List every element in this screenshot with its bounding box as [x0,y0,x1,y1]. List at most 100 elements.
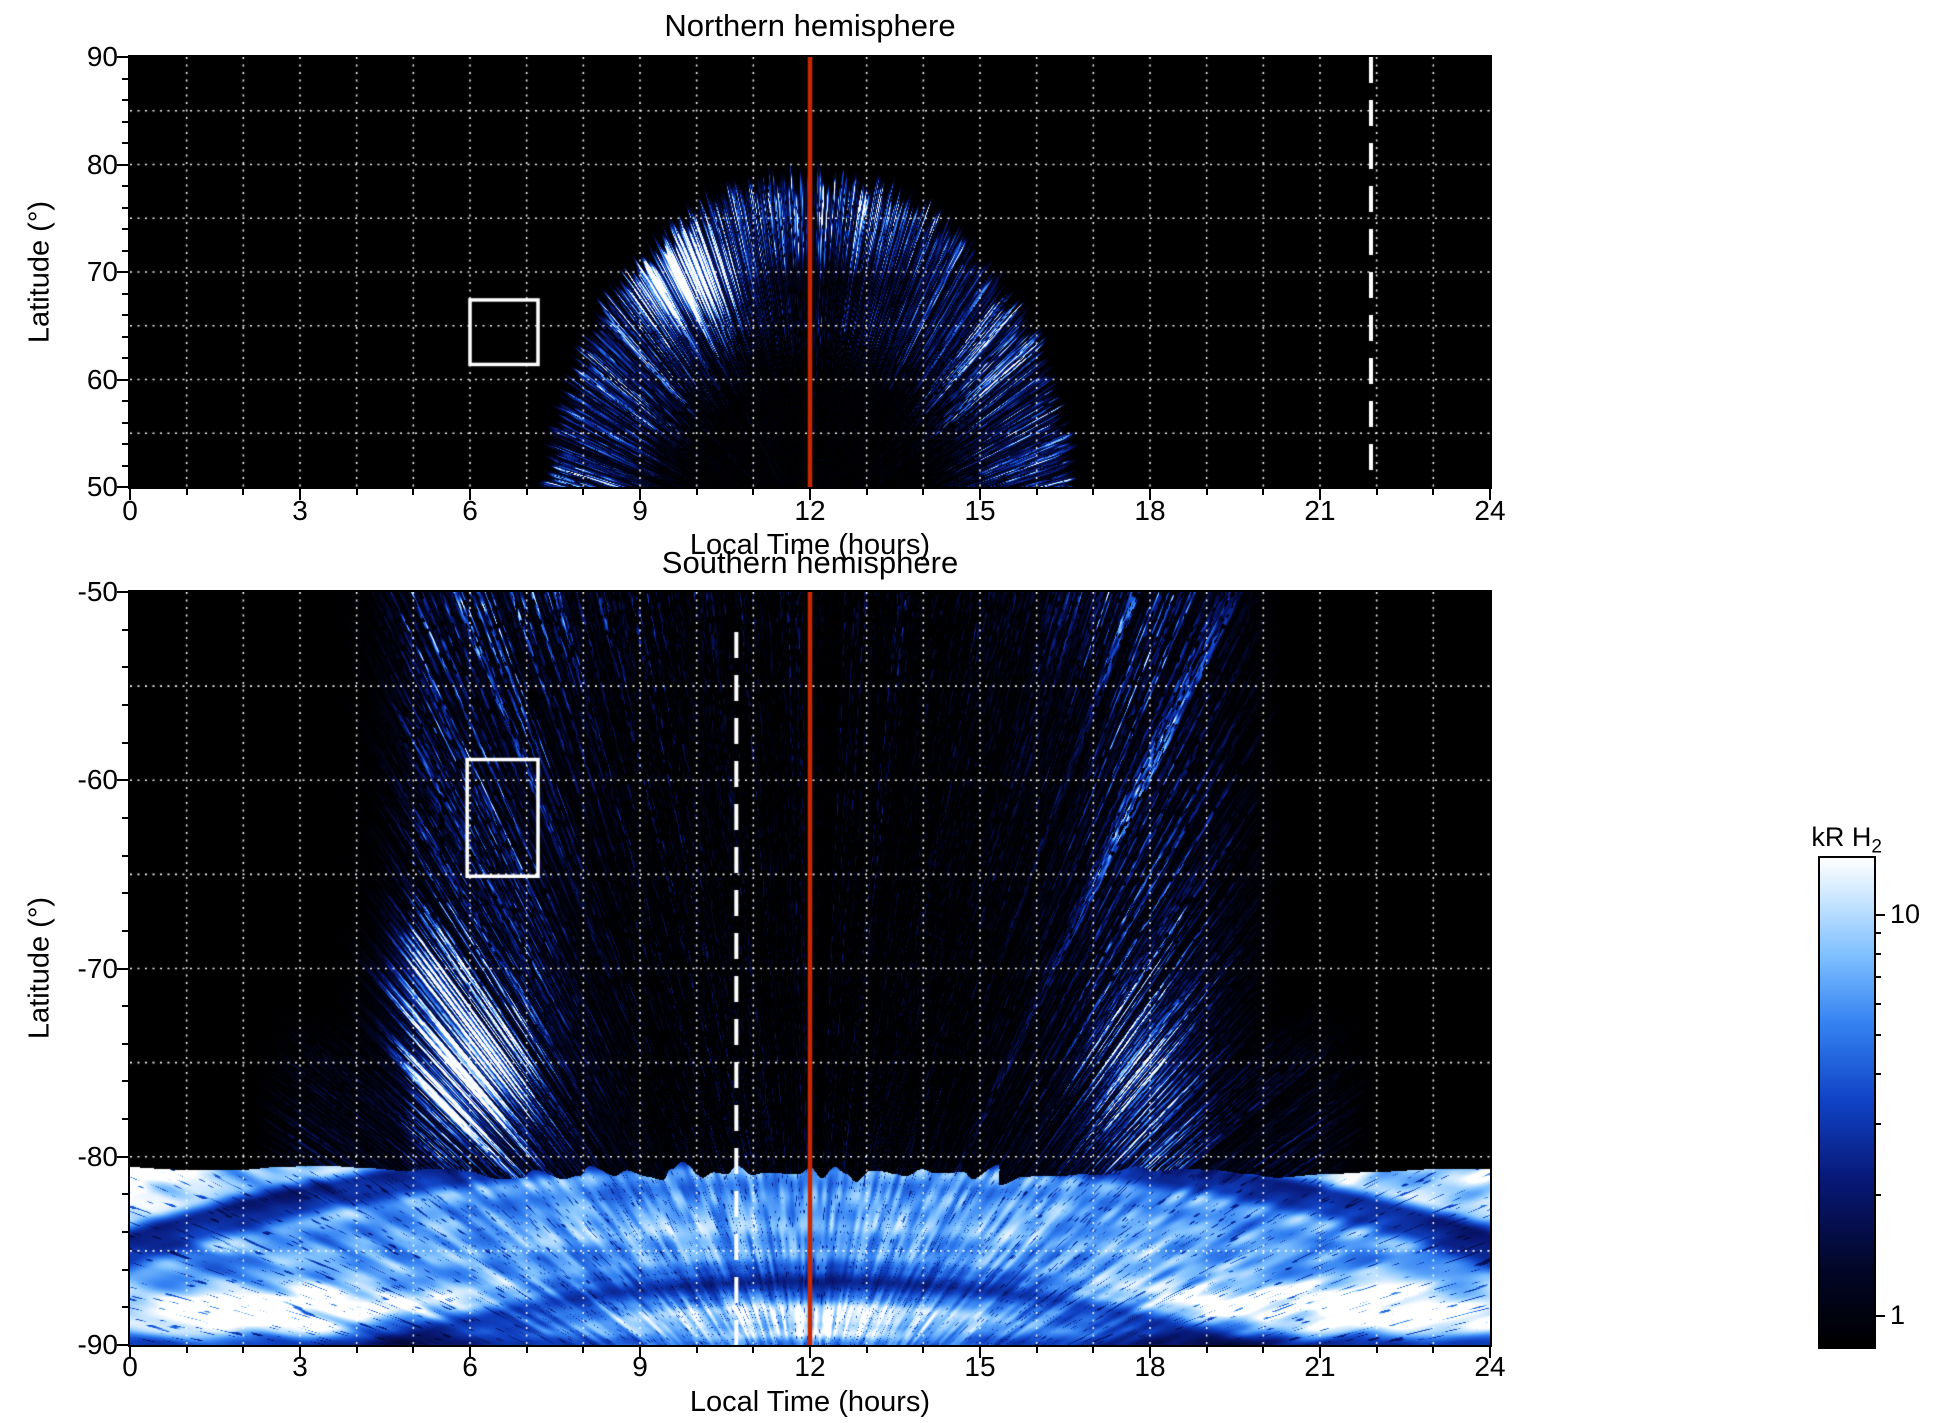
south-y-tick-label: -90 [77,1329,118,1360]
north-plot-area [128,55,1492,489]
north-x-tick-label: 12 [794,495,826,526]
south-y-minor-tick [122,816,128,819]
south-x-tick-label: 6 [462,1351,478,1382]
south-x-minor-tick [1375,1347,1378,1353]
south-y-minor-tick [122,1231,128,1234]
north-y-tick-label: 60 [86,363,118,395]
north-y-tick-mark [117,378,128,381]
north-x-minor-tick [582,489,585,495]
south-y-tick-label: -60 [77,764,118,796]
north-x-tick-mark [1319,489,1321,500]
colorbar-minor-tick [1876,975,1881,978]
south-x-minor-tick [922,1347,925,1353]
south-x-tick-label: 0 [122,1351,138,1382]
north-x-tick-label: 21 [1304,495,1336,526]
south-x-tick-mark [979,1347,981,1358]
south-y-tick-label: -50 [77,576,118,607]
north-y-minor-tick [122,77,128,80]
south-y-tick-mark [117,779,128,782]
north-x-minor-tick [355,489,358,495]
south-x-minor-tick [752,1347,755,1353]
south-x-minor-tick [185,1347,188,1353]
north-x-tick-mark [129,489,131,500]
colorbar-minor-tick [1876,1002,1881,1005]
south-y-tick-label: -80 [77,1140,118,1172]
south-y-tick-mark [117,1155,128,1158]
south-heatmap-canvas [130,592,1490,1345]
north-y-tick-mark [117,56,128,58]
colorbar-minor-tick [1876,1073,1881,1076]
south-x-minor-tick [1205,1347,1208,1353]
south-x-minor-tick [355,1347,358,1353]
north-x-minor-tick [1205,489,1208,495]
north-x-tick-label: 18 [1134,495,1166,526]
north-title: Northern hemisphere [664,8,956,43]
south-y-minor-tick [122,741,128,744]
colorbar-minor-tick [1876,1034,1881,1037]
north-y-minor-tick [122,357,128,359]
south-y-minor-tick [122,1306,128,1309]
south-x-tick-mark [1319,1347,1321,1358]
north-x-tick-label: 24 [1474,495,1506,526]
south-y-tick-mark [117,591,128,593]
colorbar-label-prefix: kR H [1811,822,1872,852]
south-y-minor-tick [122,892,128,895]
north-y-minor-tick [122,228,128,230]
colorbar-minor-tick [1876,1193,1881,1196]
north-x-minor-tick [1262,489,1265,495]
colorbar-tick-label-10: 10 [1890,899,1921,929]
south-y-minor-tick [122,628,128,631]
colorbar-minor-tick [1876,932,1881,935]
north-x-minor-tick [752,489,755,495]
south-plot-area [128,590,1492,1347]
north-x-tick-label: 3 [292,495,308,526]
south-x-minor-tick [1035,1347,1038,1353]
north-y-minor-tick [122,443,128,445]
north-xaxis-label: Local Time (hours) [689,529,931,561]
north-x-minor-tick [1375,489,1378,495]
south-x-tick-mark [1149,1347,1151,1358]
south-x-tick-mark [299,1347,301,1358]
north-y-tick-label: 90 [86,41,118,72]
south-x-tick-mark [129,1347,131,1358]
north-x-tick-mark [1149,489,1151,500]
south-x-minor-tick [1432,1347,1435,1353]
north-y-minor-tick [122,421,128,424]
south-y-minor-tick [122,1268,128,1271]
north-y-tick-mark [117,271,128,273]
north-y-minor-tick [122,314,128,316]
south-x-tick-mark [1489,1347,1491,1358]
south-y-tick-mark [117,1344,128,1346]
south-y-minor-tick [122,1118,128,1121]
south-x-minor-tick [242,1347,245,1353]
south-x-minor-tick [1092,1347,1095,1353]
south-x-tick-label: 3 [292,1351,308,1382]
north-x-minor-tick [922,489,925,495]
colorbar-label-subscript: 2 [1871,836,1882,858]
south-y-tick-label: -70 [77,952,118,984]
north-y-tick-label: 80 [86,148,118,180]
north-x-minor-tick [1432,489,1435,495]
north-x-minor-tick [1035,489,1038,495]
south-x-tick-label: 9 [632,1351,648,1382]
north-y-minor-tick [122,335,128,338]
south-y-minor-tick [122,1193,128,1196]
south-x-minor-tick [582,1347,585,1353]
south-x-tick-mark [639,1347,641,1358]
north-x-minor-tick [185,489,188,495]
north-x-tick-label: 15 [964,495,996,526]
north-heatmap-canvas [130,57,1490,487]
north-x-tick-label: 0 [122,495,138,526]
north-x-minor-tick [412,489,415,495]
north-x-tick-mark [1489,489,1491,500]
north-y-tick-label: 70 [86,256,118,287]
south-y-minor-tick [122,854,128,857]
north-x-tick-mark [809,489,811,500]
colorbar-minor-tick [1876,952,1881,955]
south-y-minor-tick [122,1042,128,1045]
colorbar-major-tick [1876,1314,1885,1317]
south-xaxis-label: Local Time (hours) [689,1386,931,1418]
north-x-tick-mark [979,489,981,500]
north-y-minor-tick [122,99,128,101]
